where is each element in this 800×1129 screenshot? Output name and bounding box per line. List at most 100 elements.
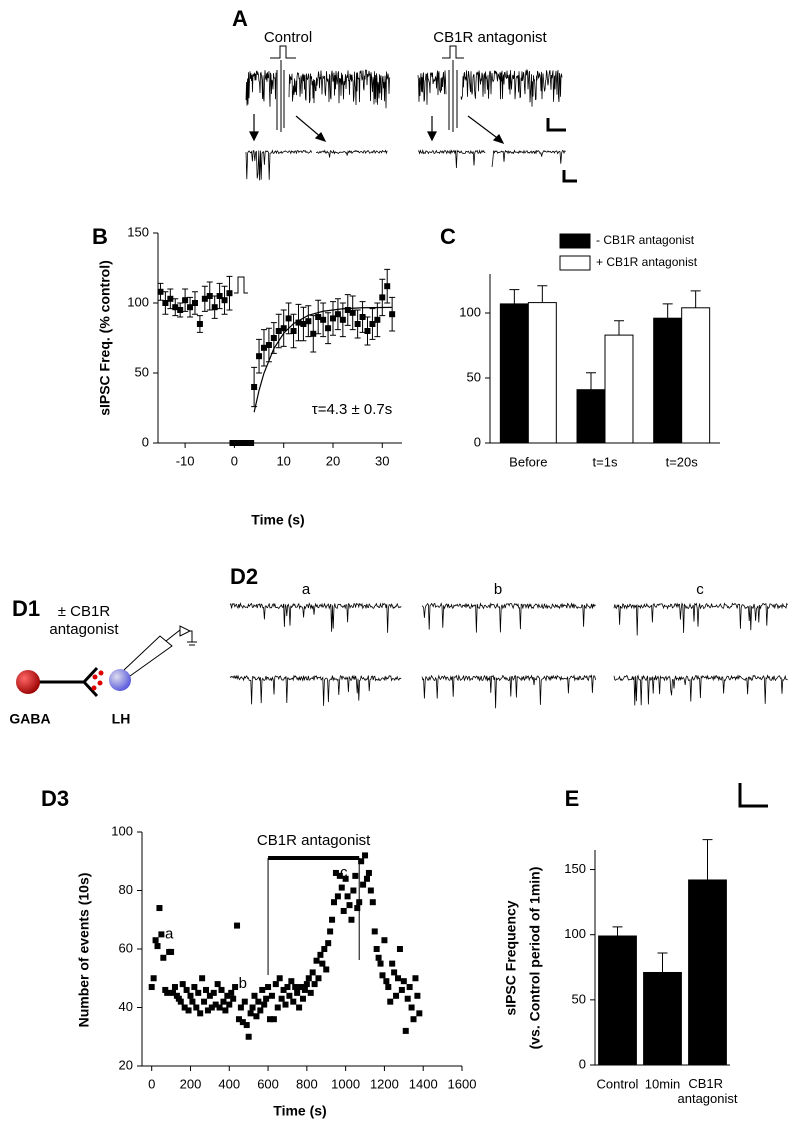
data-point [182, 297, 189, 304]
y-tick-label: 40 [119, 999, 133, 1014]
bar [499, 303, 529, 444]
y-tick-label: 100 [459, 304, 481, 319]
x-tick-label: t=20s [666, 454, 699, 469]
data-point [257, 1007, 264, 1014]
data-point [191, 984, 198, 991]
data-point [358, 858, 365, 865]
data-point [228, 989, 235, 996]
current-trace [288, 69, 391, 109]
data-point [247, 1010, 254, 1017]
x-axis-label: Time (s) [251, 512, 304, 528]
data-point [181, 1004, 188, 1011]
data-point [327, 928, 334, 935]
data-point [379, 294, 386, 301]
x-tick-label: 200 [180, 1076, 202, 1091]
pulse-icon [442, 45, 464, 59]
data-point [398, 986, 405, 993]
y-tick-label: 150 [564, 861, 586, 876]
data-point [350, 887, 357, 894]
annotation: a [165, 925, 174, 942]
data-point [299, 995, 306, 1002]
data-point [323, 966, 330, 973]
data-point [220, 998, 227, 1005]
data-point [329, 315, 336, 322]
data-point [211, 304, 218, 311]
data-point [168, 948, 175, 955]
data-point [342, 875, 349, 882]
data-point [245, 1033, 252, 1040]
scale-bar [562, 170, 577, 183]
data-point [196, 321, 203, 327]
stimulus-bar [229, 440, 255, 446]
y-axis-label: sIPSC Frequency [503, 900, 519, 1015]
current-trace [229, 674, 402, 706]
bar [653, 317, 683, 444]
y-axis-label: Number of events (10s) [76, 873, 92, 1028]
data-point [152, 937, 159, 944]
y-tick-label: 0 [142, 434, 149, 449]
data-point [276, 975, 283, 982]
data-point [367, 887, 374, 894]
y-tick-label: 100 [564, 926, 586, 941]
annotation: b [239, 975, 247, 992]
data-point [373, 946, 380, 952]
data-point [162, 300, 169, 306]
panel-letter: D3 [41, 786, 69, 811]
data-point [329, 916, 336, 923]
data-point [301, 986, 308, 993]
annotation: τ=4.3 ± 0.7s [312, 401, 392, 418]
data-point [285, 315, 292, 322]
cell-label: LH [112, 711, 131, 727]
x-tick-label: 10min [645, 1076, 680, 1091]
data-point [296, 1004, 303, 1011]
data-point [383, 978, 390, 985]
data-point [389, 960, 396, 967]
data-point [191, 300, 198, 306]
data-point [268, 992, 275, 999]
data-point [395, 975, 401, 982]
x-tick-label: 20 [326, 453, 340, 468]
current-trace [491, 149, 566, 167]
bar [576, 389, 606, 444]
data-point [199, 975, 206, 982]
data-point [270, 1016, 277, 1023]
error-bar [613, 320, 624, 336]
data-point [255, 998, 262, 1005]
arrows [249, 114, 505, 145]
data-point [389, 311, 396, 318]
data-point [263, 995, 270, 1002]
pulse-icon [234, 276, 248, 294]
panel-letter: D2 [230, 564, 258, 589]
data-point [272, 981, 279, 988]
data-point [208, 1004, 215, 1011]
current-trace [245, 70, 277, 107]
data-point [338, 884, 345, 891]
data-point [203, 986, 209, 993]
data-point [261, 1001, 268, 1008]
error-bar [509, 289, 520, 304]
data-point [195, 989, 202, 996]
data-point [148, 984, 155, 991]
data-point [305, 975, 312, 982]
data-point [260, 344, 267, 351]
data-point [412, 975, 419, 982]
x-tick-label: 1400 [409, 1076, 438, 1091]
data-point [256, 353, 263, 360]
data-point [172, 304, 179, 311]
data-point [241, 998, 248, 1005]
data-point [235, 1016, 242, 1023]
data-point [187, 304, 194, 311]
data-point [387, 998, 394, 1005]
annotation: c [340, 864, 348, 881]
data-point [362, 852, 369, 859]
data-point [315, 975, 322, 982]
data-point [309, 969, 316, 976]
data-point [197, 1010, 204, 1017]
scale-bar [738, 783, 768, 808]
data-point [339, 316, 346, 323]
data-point [360, 881, 367, 888]
data-point [369, 899, 376, 906]
data-point [179, 981, 186, 988]
data-point [206, 992, 213, 999]
